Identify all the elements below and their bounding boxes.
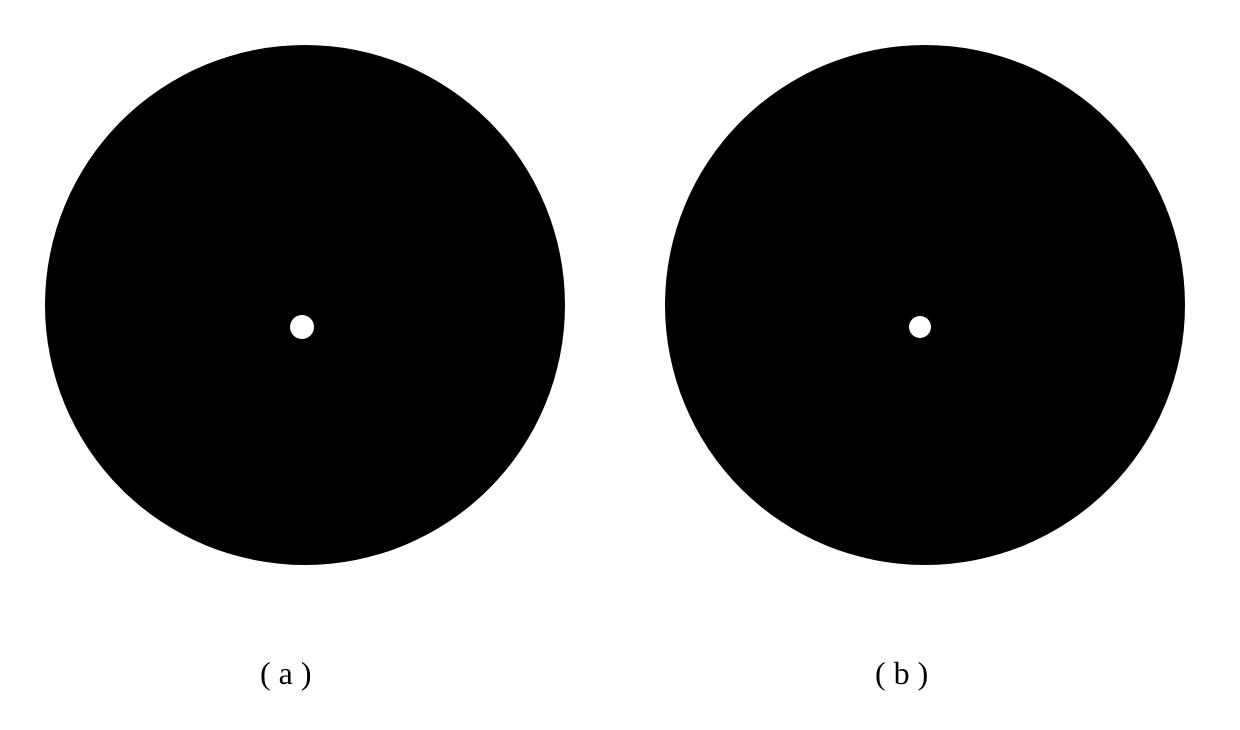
panel-label-a: ( a ): [260, 655, 312, 692]
figure-canvas: ( a ) ( b ): [0, 0, 1240, 730]
disc-b: [665, 45, 1185, 565]
center-hole-b: [909, 316, 931, 338]
disc-a: [45, 45, 565, 565]
panel-label-b: ( b ): [875, 655, 928, 692]
center-hole-a: [290, 315, 314, 339]
